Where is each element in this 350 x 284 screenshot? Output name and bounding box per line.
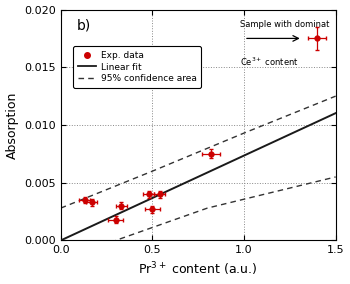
Y-axis label: Absorption: Absorption — [6, 91, 19, 159]
Text: Sample with dominat: Sample with dominat — [240, 20, 330, 29]
Text: Ce$^{3+}$ content: Ce$^{3+}$ content — [240, 56, 299, 68]
X-axis label: Pr$^{3+}$ content (a.u.): Pr$^{3+}$ content (a.u.) — [139, 261, 258, 278]
Legend: Exp. data, Linear fit, 95% confidence area: Exp. data, Linear fit, 95% confidence ar… — [74, 46, 201, 88]
Text: b): b) — [77, 19, 91, 33]
